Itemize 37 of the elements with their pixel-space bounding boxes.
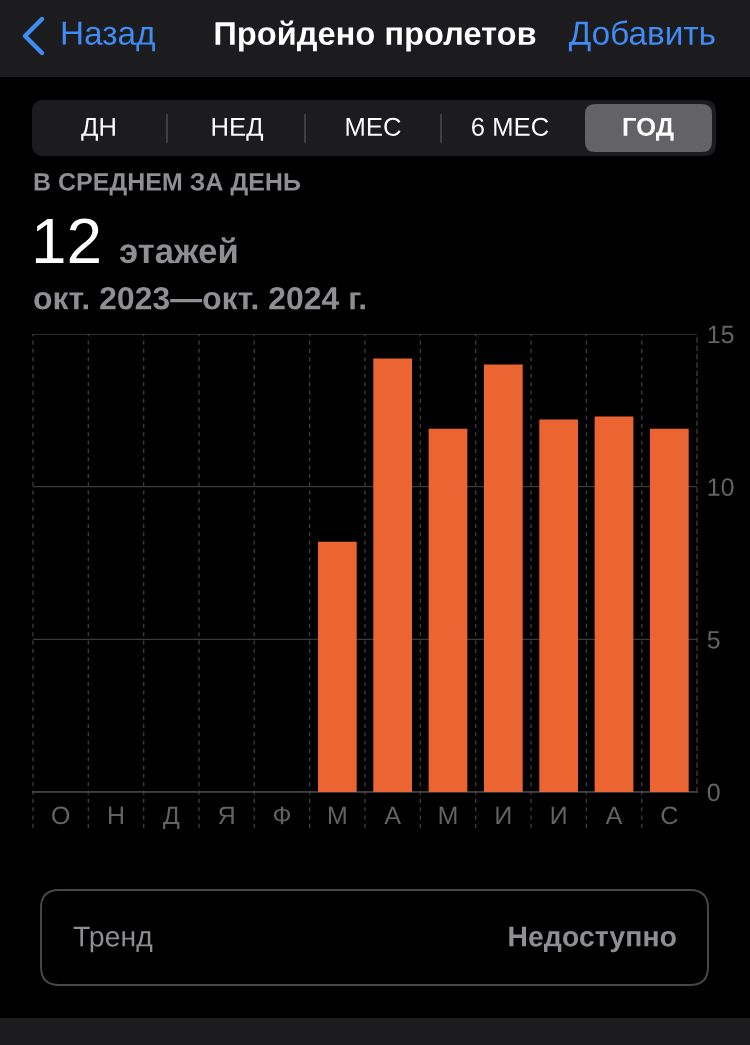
bar <box>649 428 689 792</box>
chart-title: Пройдено пролетов <box>215 20 536 52</box>
text: НЕД <box>212 117 264 141</box>
y-tick-label: 10 <box>708 478 734 496</box>
x-tick-label: Д <box>163 806 180 829</box>
y-tick-label: 15 <box>708 325 734 344</box>
bar <box>483 364 523 792</box>
text: ГОД <box>623 117 674 141</box>
x-tick-label: Я <box>218 806 234 825</box>
x-tick-label: А <box>384 806 401 825</box>
text: Тренд <box>73 926 153 953</box>
x-tick-label: И <box>551 806 566 825</box>
text: Назад <box>62 21 155 52</box>
text: этажей <box>119 237 237 264</box>
text: 6 МЕС <box>472 117 549 136</box>
bar <box>317 541 357 792</box>
x-tick-label: А <box>605 806 623 825</box>
bar <box>373 358 413 792</box>
x-tick-label: М <box>439 806 457 825</box>
y-tick-label: 5 <box>707 631 720 649</box>
bar <box>539 419 579 792</box>
x-tick-label: Ф <box>273 806 291 825</box>
x-tick-label: Н <box>109 806 123 825</box>
chart-subtitle: В СРЕДНЕМ ЗА ДЕНЬ <box>34 173 300 196</box>
text: Добавить <box>568 20 715 52</box>
bar <box>428 428 468 792</box>
x-tick-label: И <box>496 806 511 825</box>
text: 12 <box>35 218 99 263</box>
x-tick-label: О <box>52 806 70 825</box>
bar <box>594 416 634 792</box>
text: окт. 2023—окт. 2024 г. <box>34 286 365 310</box>
y-tick-label: 0 <box>707 783 720 802</box>
x-tick-label: М <box>328 806 346 825</box>
text: ДН <box>81 117 115 141</box>
text: Недоступно <box>509 926 676 953</box>
text: МЕС <box>346 117 401 136</box>
x-tick-label: С <box>661 806 678 825</box>
